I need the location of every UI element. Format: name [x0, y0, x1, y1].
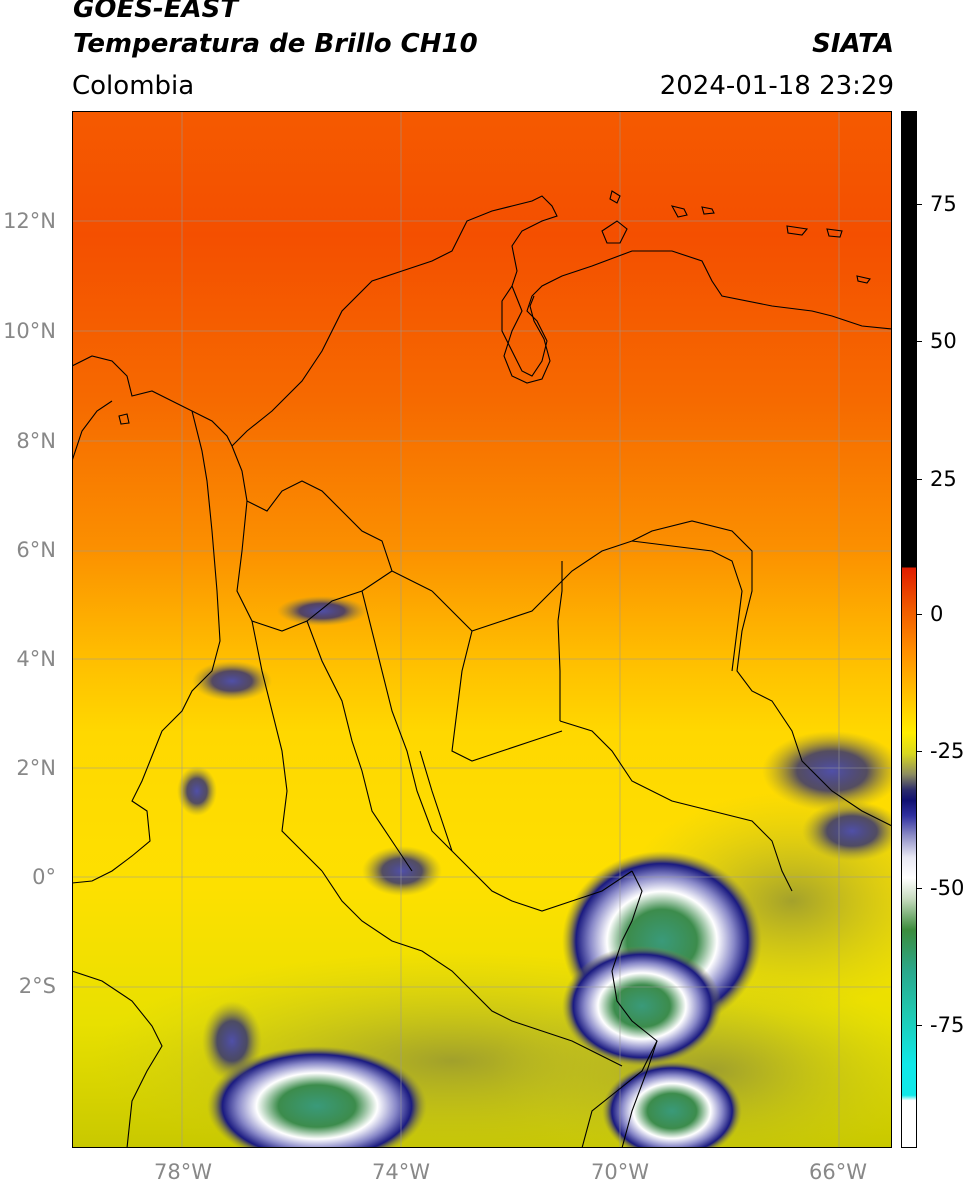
- lon-tick-78w: 78°W: [154, 1160, 212, 1184]
- lat-tick-6n: 6°N: [16, 538, 56, 562]
- storm-cell-southeast: [562, 946, 722, 1066]
- colorbar-tick-neg25: -25: [930, 739, 965, 763]
- cloud-cell-1: [362, 846, 442, 896]
- lon-tick-66w: 66°W: [809, 1160, 867, 1184]
- cloud-cell-2: [192, 661, 272, 701]
- colorbar-tick-neg75: -75: [930, 1013, 965, 1037]
- lat-tick-0: 0°: [32, 865, 56, 889]
- brand-label: SIATA: [812, 29, 894, 59]
- storm-cell-south: [207, 1046, 427, 1148]
- storm-cell-bottom: [602, 1061, 742, 1148]
- title-line-1: GOES-EAST: [73, 0, 239, 24]
- colorbar-tick-0: 0: [930, 602, 944, 626]
- lon-tick-70w: 70°W: [591, 1160, 649, 1184]
- colorbar-tick-75: 75: [930, 192, 957, 216]
- title-line-2: Temperatura de Brillo CH10: [73, 29, 478, 59]
- graticule: [72, 111, 892, 1148]
- cloud-cell-5: [177, 766, 217, 816]
- colorbar-tickmark: [917, 888, 922, 889]
- colorbar-tickmark: [917, 614, 922, 615]
- lat-tick-4n: 4°N: [16, 647, 56, 671]
- lat-tick-8n: 8°N: [16, 429, 56, 453]
- cloud-cell-northeast: [762, 731, 892, 811]
- colorbar-tickmark: [917, 1025, 922, 1026]
- colorbar-tick-50: 50: [930, 329, 957, 353]
- region-label: Colombia: [72, 71, 195, 101]
- satellite-map: [72, 111, 892, 1148]
- colorbar-tickmark: [917, 751, 922, 752]
- lat-tick-10n: 10°N: [3, 319, 56, 343]
- lat-tick-12n: 12°N: [3, 209, 56, 233]
- colorbar-tickmark: [917, 341, 922, 342]
- colorbar-tickmark: [917, 204, 922, 205]
- cloud-cell-4: [202, 1001, 262, 1081]
- cloud-cell-6: [802, 801, 892, 861]
- colorbar-tick-25: 25: [930, 467, 957, 491]
- colorbar-tick-neg50: -50: [930, 876, 965, 900]
- boundaries: [72, 190, 892, 1148]
- datetime-label: 2024-01-18 23:29: [659, 71, 894, 101]
- colorbar: [901, 111, 917, 1148]
- lon-tick-74w: 74°W: [372, 1160, 430, 1184]
- cloud-cell-3: [277, 596, 367, 626]
- lat-tick-2s: 2°S: [18, 974, 56, 998]
- colorbar-tickmark: [917, 479, 922, 480]
- lat-tick-2n: 2°N: [16, 756, 56, 780]
